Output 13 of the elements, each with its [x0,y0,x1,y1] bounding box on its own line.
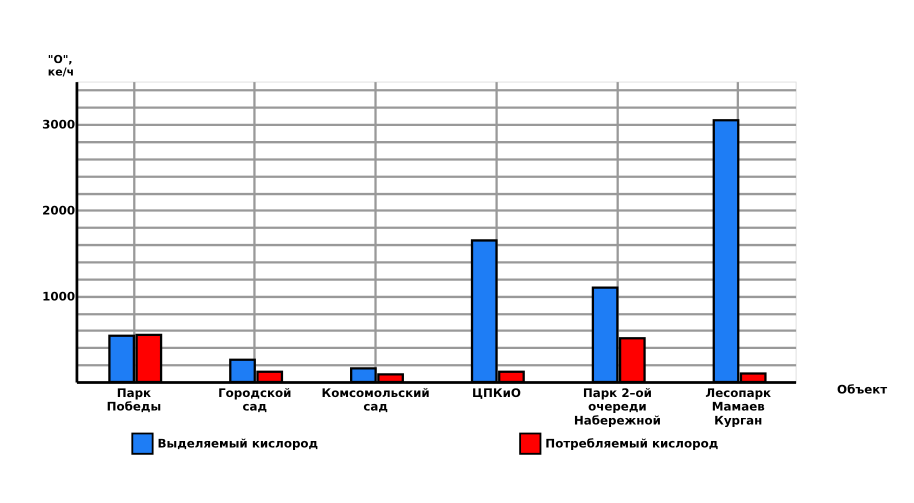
y-tick-label: 2000 [42,203,76,218]
x-tick-label: Парк 2–ой очереди Набережной [574,386,661,428]
x-tick-label: Городской сад [218,386,292,414]
x-tick-label: ЦПКиО [472,386,521,400]
legend-label: Выделяемый кислород [157,436,318,450]
x-tick-label: Комсомольский сад [322,386,430,414]
y-tick-label: 3000 [42,118,76,132]
legend-label: Потребляемый кислород [545,436,718,450]
x-axis-title: Объект [837,382,888,396]
x-tick-label: Лесопарк Мамаев Курган [705,386,772,428]
y-tick-label: 1000 [42,289,76,304]
x-tick-label: Парк Победы [106,386,162,414]
y-axis-title: "О", ке/ч [48,52,74,79]
